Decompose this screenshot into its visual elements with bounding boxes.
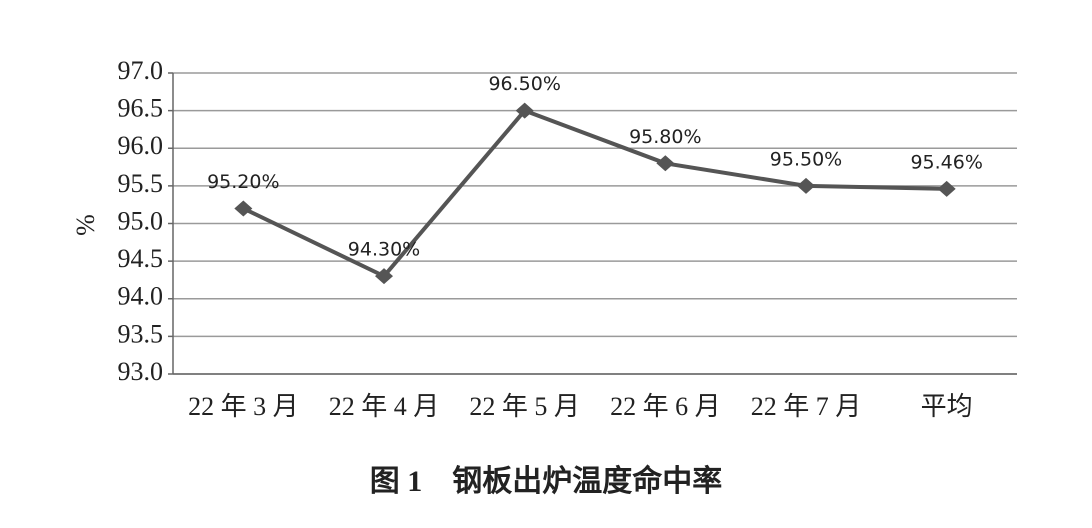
y-tick-label: 94.0 [118,282,164,311]
data-label: 95.50% [770,148,842,170]
y-tick-label: 97.0 [118,56,164,85]
y-tick-label: 93.0 [118,357,164,386]
x-tick-label: 22 年 3 月 [188,392,299,421]
data-label: 95.20% [207,171,279,193]
data-label: 95.46% [910,151,982,173]
data-label: 94.30% [348,239,420,261]
x-tick-label: 平均 [921,392,973,421]
data-label: 96.50% [488,73,560,95]
y-tick-label: 93.5 [118,319,164,348]
marker [234,200,253,217]
y-tick-label: 95.5 [118,169,164,198]
data-label: 95.80% [629,126,701,148]
line [242,108,947,279]
marker [797,177,815,194]
x-tick-label: 22 年 7 月 [751,392,862,421]
y-tick-label: 96.5 [118,94,164,123]
y-tick-label: 96.0 [118,131,164,160]
y-tick-label: 94.5 [118,244,164,273]
x-tick-label: 22 年 5 月 [469,392,580,421]
x-tick-label: 22 年 6 月 [610,392,721,421]
x-tick-label: 22 年 4 月 [329,392,440,421]
chart-title: 图 1 钢板出炉温度命中率 [370,464,723,498]
y-axis-label: % [71,214,100,236]
marker [515,102,534,119]
y-tick-label: 95.0 [118,206,164,235]
marker [375,268,393,285]
marker [937,180,956,197]
marker [656,155,675,172]
